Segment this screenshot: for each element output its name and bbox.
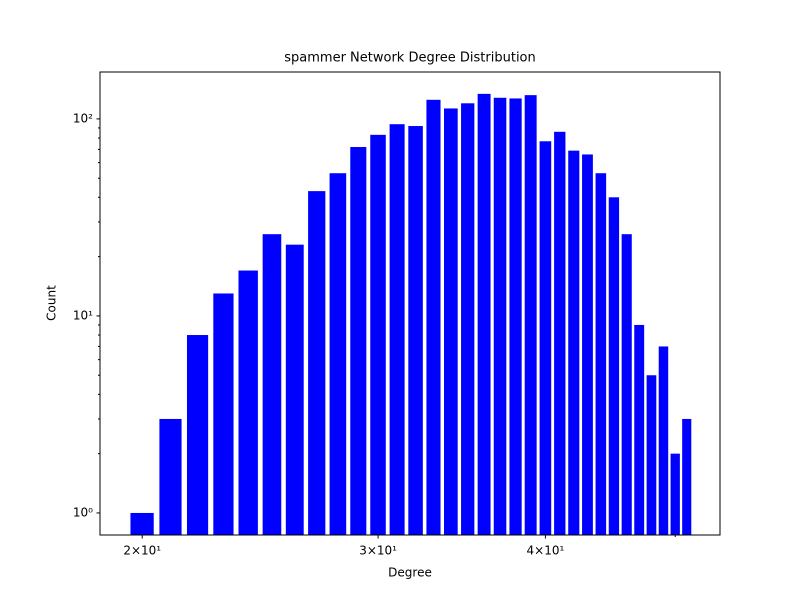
bar <box>595 173 607 535</box>
bar <box>621 234 632 535</box>
bar <box>186 335 209 535</box>
bar <box>554 131 566 535</box>
bar <box>389 124 405 535</box>
bar <box>444 108 458 535</box>
x-tick-label: 2×10¹ <box>123 544 161 558</box>
bar <box>238 270 258 535</box>
bar <box>350 147 367 535</box>
bar <box>159 418 182 535</box>
y-axis-label: Count <box>45 285 59 321</box>
bar <box>658 346 669 535</box>
y-tick-label: 10¹ <box>73 308 93 322</box>
chart-title: spammer Network Degree Distribution <box>284 51 536 66</box>
bar <box>670 453 680 535</box>
bar <box>461 103 475 535</box>
bar <box>285 244 304 535</box>
plot-frame <box>99 71 721 536</box>
bar <box>130 512 154 535</box>
bar <box>524 95 537 536</box>
bar <box>408 126 423 535</box>
bar <box>262 234 282 535</box>
bar <box>568 150 580 535</box>
bar <box>646 375 657 535</box>
bar <box>477 93 491 535</box>
x-tick-label: 3×10¹ <box>359 544 397 558</box>
bar <box>426 99 441 536</box>
bar <box>329 173 347 535</box>
bar <box>682 418 692 535</box>
bar <box>213 293 234 535</box>
bar <box>370 134 386 535</box>
bar <box>509 98 522 535</box>
y-tick-label: 10⁰ <box>73 505 93 519</box>
bar <box>608 197 620 535</box>
bar <box>634 324 645 535</box>
x-axis-label: Degree <box>388 566 432 580</box>
bar <box>308 191 326 536</box>
x-tick-label: 4×10¹ <box>527 544 565 558</box>
bar <box>582 154 593 536</box>
y-tick-label: 10² <box>73 111 93 125</box>
bar <box>539 141 552 535</box>
bar <box>493 97 507 536</box>
